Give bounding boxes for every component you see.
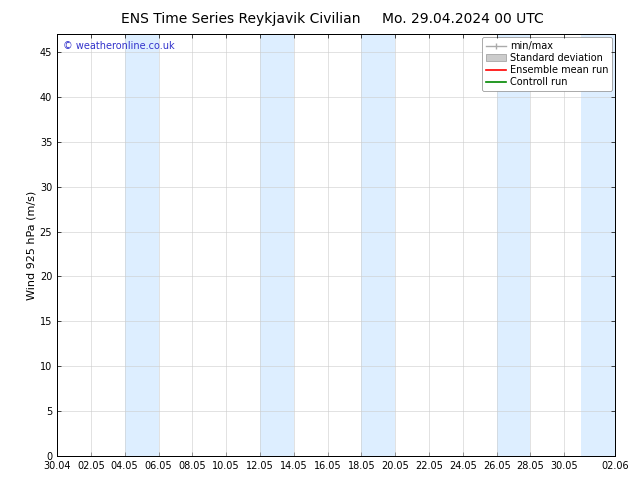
Text: © weatheronline.co.uk: © weatheronline.co.uk [63,41,174,50]
Bar [496,34,531,456]
Bar [260,34,294,456]
Text: ENS Time Series Reykjavik Civilian: ENS Time Series Reykjavik Civilian [121,12,361,26]
Y-axis label: Wind 925 hPa (m/s): Wind 925 hPa (m/s) [27,191,37,299]
Bar [361,34,395,456]
Legend: min/max, Standard deviation, Ensemble mean run, Controll run: min/max, Standard deviation, Ensemble me… [482,37,612,91]
Bar [125,34,158,456]
Bar [581,34,615,456]
Text: Mo. 29.04.2024 00 UTC: Mo. 29.04.2024 00 UTC [382,12,544,26]
